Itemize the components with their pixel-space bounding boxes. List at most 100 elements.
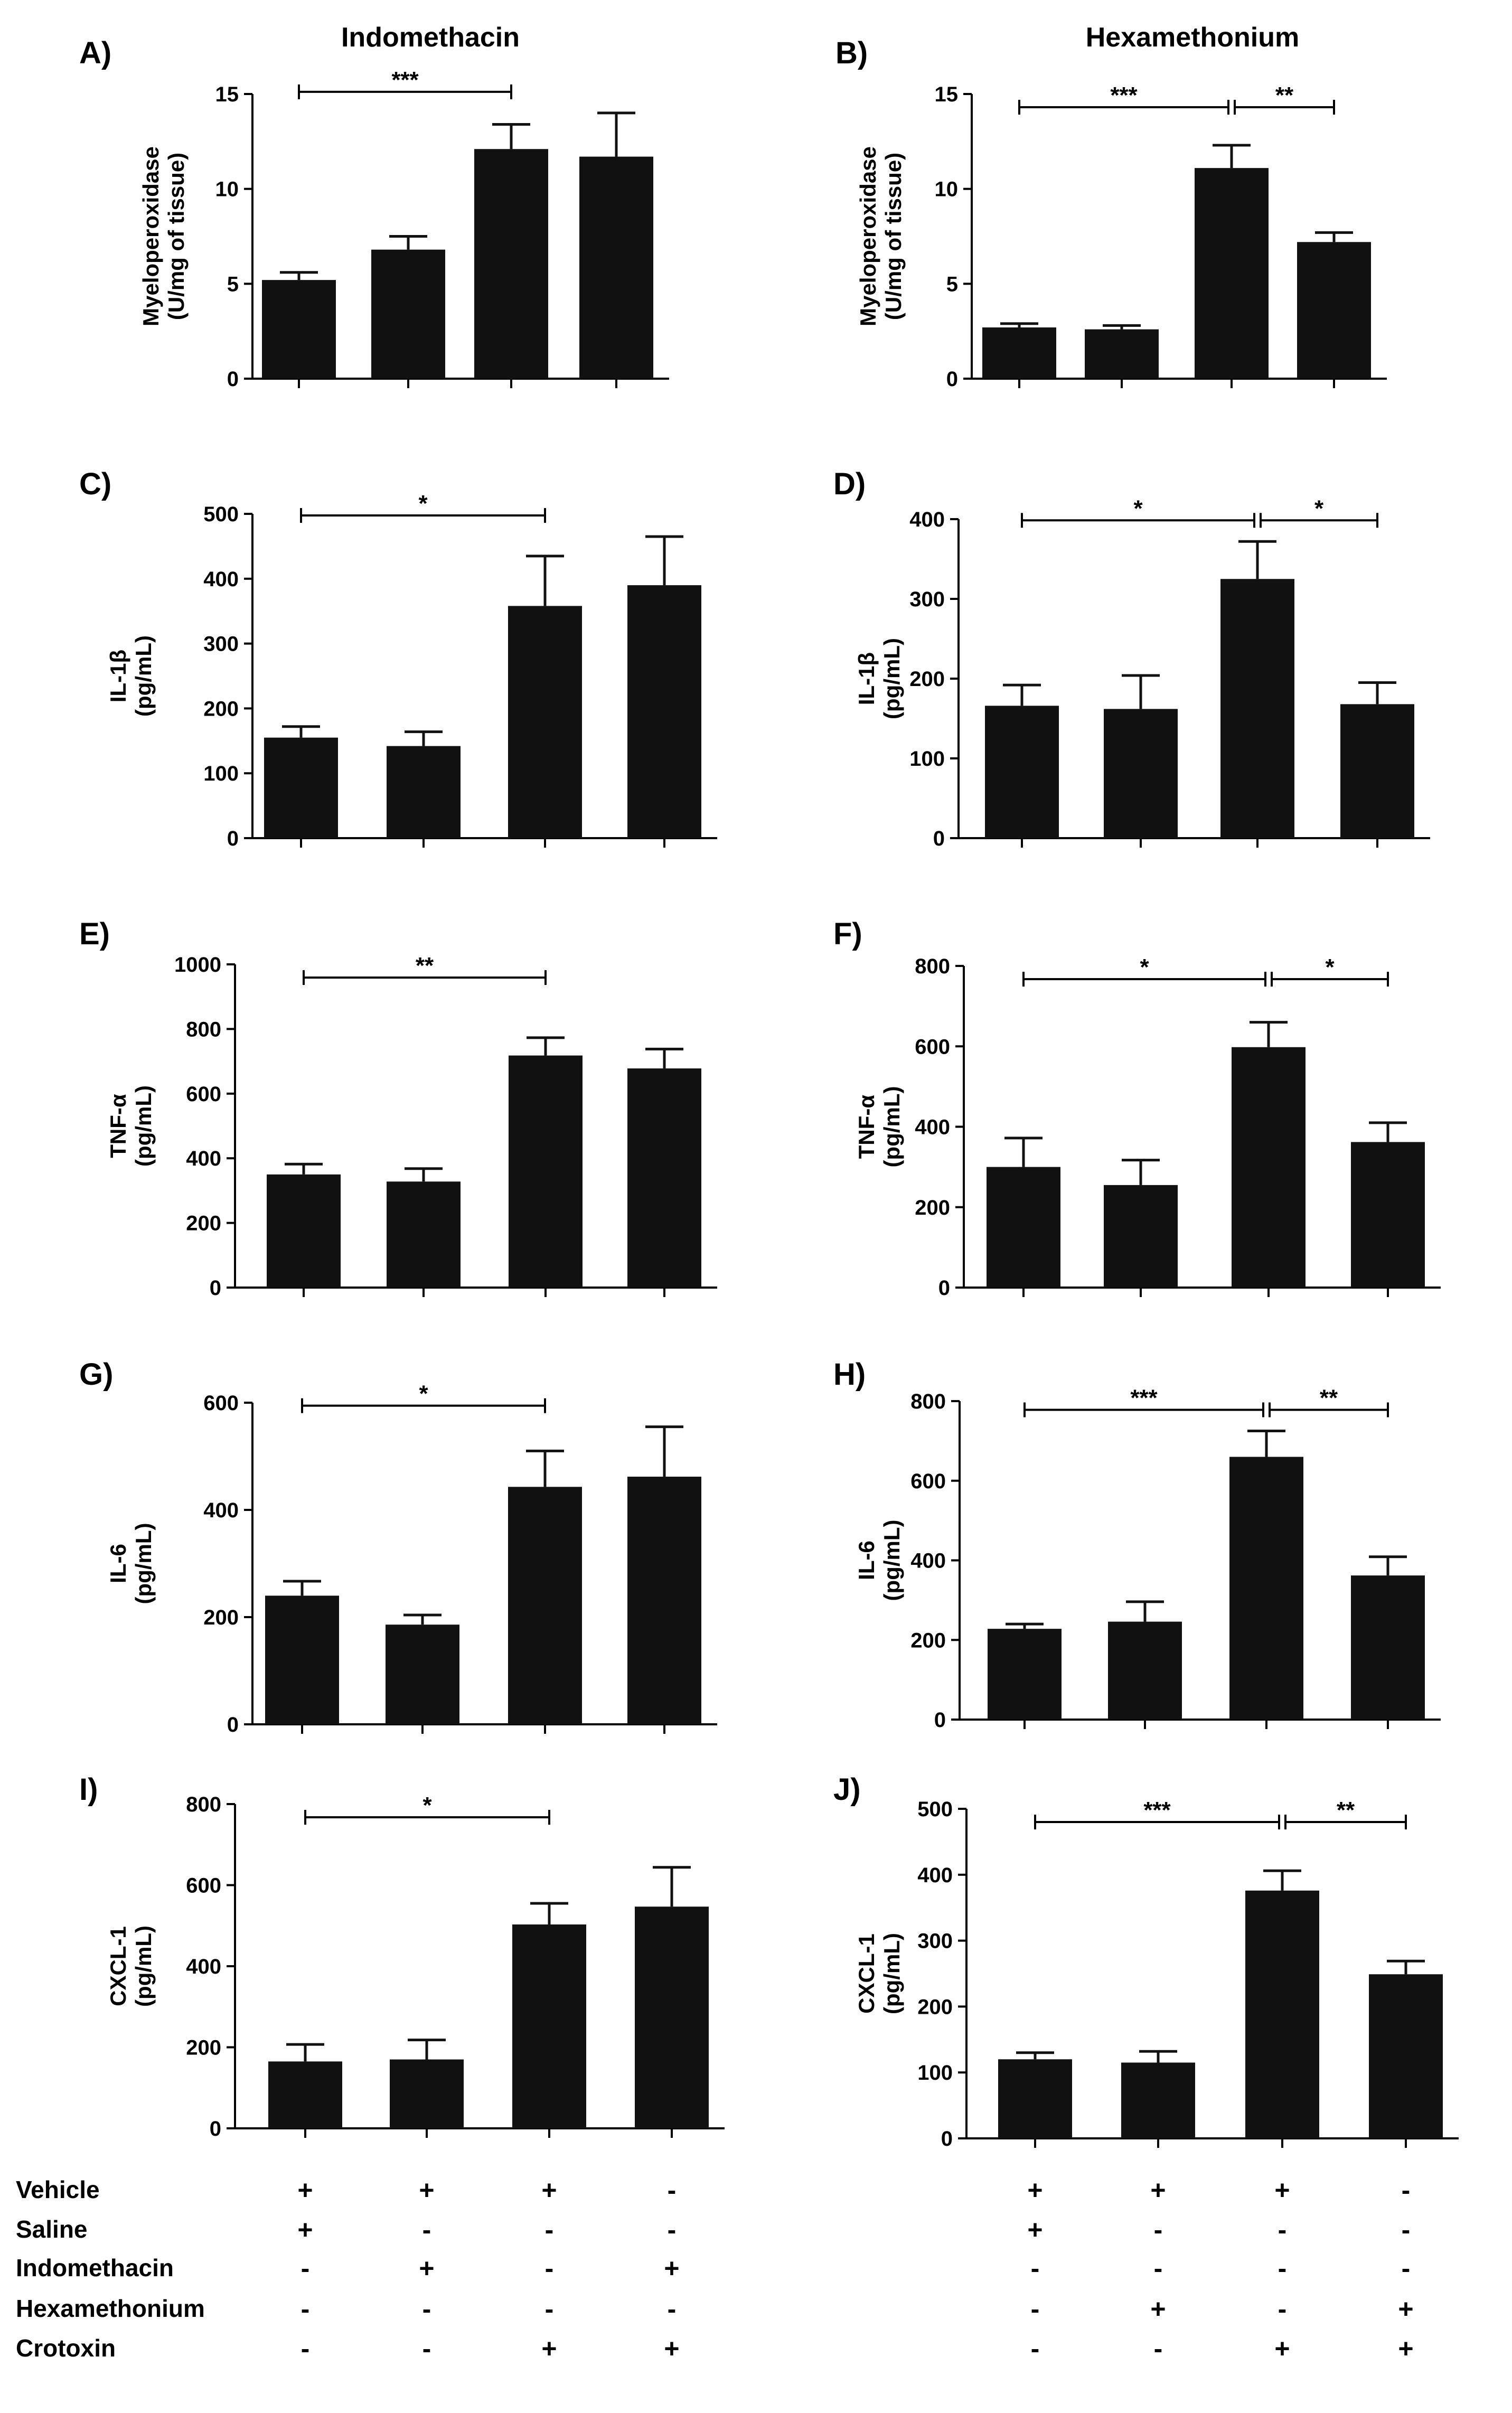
treatment-table: Vehicle + + + - + + + - Saline + - - - + - - - Indomethaci… [16, 2175, 1414, 2363]
bar [371, 249, 445, 379]
bar [1085, 329, 1159, 379]
bar [265, 1595, 339, 1724]
y-tick-label: 600 [203, 1392, 239, 1415]
y-tick-label: 800 [186, 1018, 221, 1041]
panel-label: J) [833, 1772, 861, 1807]
treatment-row-label: Saline [16, 2215, 88, 2243]
significance-label: * [1140, 954, 1149, 980]
significance-label: * [1133, 495, 1143, 521]
significance-label: *** [1110, 82, 1138, 108]
chart-panel-d: D) IL-1β(pg/mL) 0 100 200 300 400 * * [833, 467, 1430, 850]
treatment-row-label: Hexamethonium [16, 2295, 205, 2322]
bar [268, 2061, 342, 2128]
treatment-sign-left: - [422, 2294, 431, 2324]
treatment-sign-right: + [1150, 2175, 1166, 2205]
y-axis-label: CXCL-1(pg/mL) [106, 1926, 156, 2007]
treatment-sign-right: - [1154, 2254, 1163, 2283]
treatment-row-label: Vehicle [16, 2176, 100, 2203]
y-tick-label: 800 [186, 1793, 221, 1816]
y-axis-label-line: TNF-α [854, 1095, 879, 1159]
panel-label: C) [79, 467, 111, 501]
y-tick-label: 400 [915, 1116, 950, 1139]
y-tick-label: 400 [203, 1499, 239, 1522]
chart-panel-g: G) IL-6(pg/mL) 0 200 400 600 * [79, 1357, 717, 1736]
y-tick-label: 600 [186, 1083, 221, 1106]
y-tick-label: 400 [186, 1147, 221, 1170]
bar [267, 1174, 341, 1288]
treatment-sign-left: + [664, 2334, 679, 2363]
y-tick-label: 15 [215, 83, 239, 106]
y-axis-label: TNF-α(pg/mL) [106, 1085, 156, 1167]
chart-panel-e: E) TNF-α(pg/mL) 0 200 400 600 800 1000 ** [79, 917, 717, 1300]
treatment-row-label: Crotoxin [16, 2334, 116, 2362]
treatment-sign-right: - [1402, 2175, 1411, 2205]
y-tick-label: 15 [935, 83, 959, 106]
bar [998, 2059, 1072, 2138]
bar [635, 1907, 709, 2128]
y-axis-label-line: (pg/mL) [131, 1926, 156, 2007]
y-tick-label: 200 [910, 1629, 946, 1652]
y-axis-label-line: (U/mg of tissue) [881, 153, 906, 320]
bar [264, 737, 338, 838]
y-tick-label: 500 [203, 503, 239, 526]
significance-label: * [1325, 954, 1335, 980]
y-axis-label-line: Myeloperoxidase [856, 146, 880, 326]
chart-panels: A)Myeloperoxidase(U/mg of tissue)051015*… [79, 36, 1459, 2151]
y-axis-label-line: (pg/mL) [879, 1520, 904, 1601]
y-axis-label: IL-6(pg/mL) [106, 1523, 156, 1604]
significance-label: * [422, 1792, 432, 1818]
y-tick-label: 10 [935, 178, 959, 201]
y-axis-label-line: IL-6 [106, 1544, 130, 1583]
y-tick-label: 400 [203, 568, 239, 591]
y-tick-label: 0 [227, 1713, 239, 1736]
y-tick-label: 0 [941, 2127, 953, 2151]
treatment-sign-right: - [1278, 2215, 1287, 2245]
y-tick-label: 10 [215, 178, 239, 201]
significance-label: *** [1130, 1385, 1158, 1411]
chart-panel-f: F) TNF-α(pg/mL) 0 200 400 600 800 * * [833, 917, 1441, 1300]
treatment-sign-left: + [664, 2254, 679, 2283]
y-tick-label: 0 [227, 368, 239, 391]
y-tick-label: 400 [909, 508, 945, 531]
bar [627, 1477, 701, 1724]
bar [1297, 242, 1371, 379]
significance-label: ** [416, 953, 434, 979]
y-tick-label: 0 [946, 368, 958, 391]
bar [390, 2059, 464, 2128]
treatment-sign-right: - [1278, 2254, 1287, 2283]
bar [1340, 704, 1414, 838]
y-axis-label: TNF-α(pg/mL) [854, 1086, 904, 1168]
treatment-sign-right: - [1402, 2254, 1411, 2283]
y-axis-label-line: IL-6 [854, 1541, 879, 1580]
y-tick-label: 400 [186, 1955, 221, 1978]
y-tick-label: 800 [910, 1390, 946, 1413]
y-tick-label: 100 [909, 747, 945, 771]
y-axis-label-line: (pg/mL) [131, 1523, 156, 1604]
panel-label: I) [79, 1772, 98, 1807]
treatment-sign-right: + [1398, 2294, 1413, 2324]
bar [627, 585, 701, 838]
treatment-sign-left: - [301, 2334, 310, 2363]
treatment-sign-left: + [419, 2175, 434, 2205]
bar [1369, 1974, 1443, 2138]
y-tick-label: 800 [915, 955, 950, 978]
bar [474, 149, 548, 379]
y-tick-label: 0 [933, 827, 945, 850]
y-axis-label: Myeloperoxidase(U/mg of tissue) [856, 146, 906, 326]
treatment-sign-right: - [1031, 2294, 1040, 2324]
treatment-sign-left: - [422, 2334, 431, 2363]
treatment-sign-right: - [1031, 2334, 1040, 2363]
y-axis-label-line: CXCL-1 [106, 1926, 130, 2006]
y-tick-label: 0 [938, 1276, 950, 1300]
y-axis-label-line: (pg/mL) [879, 1933, 904, 2014]
treatment-sign-left: + [541, 2334, 557, 2363]
y-axis-label: IL-1β(pg/mL) [106, 635, 156, 717]
bar [987, 1167, 1060, 1288]
chart-panel-a: A) Myeloperoxidase(U/mg of tissue) 0 5 10 15 *… [79, 36, 669, 391]
panel-label: A) [79, 36, 111, 70]
chart-panel-i: I) CXCL-1(pg/mL) 0 200 400 600 800 * [79, 1772, 725, 2140]
chart-panel-b: B) Myeloperoxidase(U/mg of tissue) 0 5 10 15 *… [835, 36, 1387, 391]
treatment-sign-right: - [1278, 2294, 1287, 2324]
